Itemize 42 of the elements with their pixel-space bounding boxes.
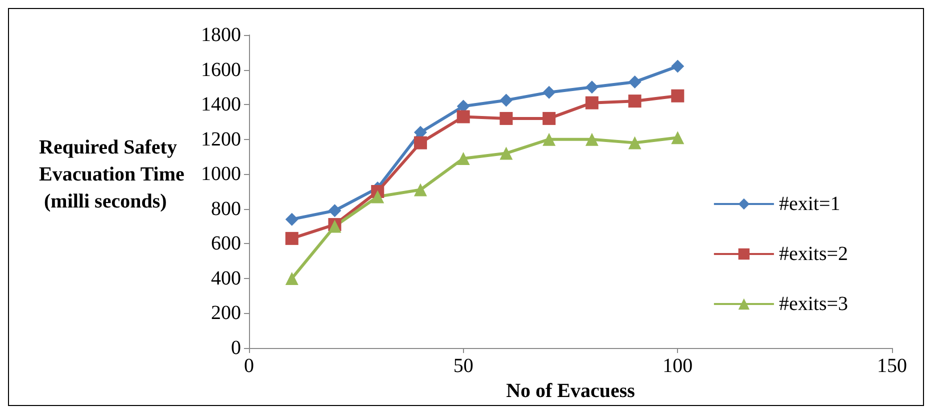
point	[456, 110, 470, 124]
point	[671, 131, 684, 144]
legend-label: #exit=1	[778, 193, 840, 215]
point	[371, 190, 384, 204]
legend-label: #exits=2	[778, 243, 848, 265]
point	[328, 204, 342, 218]
y-tick-label: 400	[211, 267, 241, 290]
legend-label: #exits=3	[778, 293, 848, 315]
y-tick-label: 1800	[201, 24, 241, 46]
point	[285, 272, 298, 285]
x-tick-label: 150	[877, 355, 907, 377]
x-axis-title: No of Evacuess	[506, 380, 636, 402]
y-tick-label: 200	[211, 302, 241, 324]
y-tick-label: 1400	[201, 94, 241, 116]
point	[500, 146, 513, 160]
point	[585, 80, 598, 94]
x-tick-label: 50	[453, 355, 474, 377]
point	[414, 136, 427, 150]
point	[671, 89, 684, 102]
point	[585, 132, 598, 146]
point	[500, 94, 513, 107]
y-tick-label: 1200	[201, 128, 241, 150]
point	[456, 152, 470, 165]
point	[628, 75, 642, 88]
y-axis-title: Required Safety Evacuation Time (milli seconds)	[39, 136, 185, 212]
point	[542, 86, 556, 99]
point	[628, 136, 642, 150]
point	[628, 94, 642, 108]
y-tick-label: 600	[211, 232, 241, 255]
y-tick-label: 0	[231, 337, 241, 359]
y-tick-label: 800	[211, 198, 241, 220]
point	[585, 96, 598, 110]
y-tick-label: 1600	[201, 58, 241, 81]
point	[414, 183, 427, 196]
point	[285, 232, 298, 245]
y-tick-label: 1000	[201, 163, 241, 186]
point	[500, 112, 513, 125]
point	[542, 112, 556, 125]
point	[542, 132, 556, 146]
x-tick-label: 100	[662, 355, 693, 377]
point	[671, 60, 684, 73]
point	[285, 212, 298, 226]
